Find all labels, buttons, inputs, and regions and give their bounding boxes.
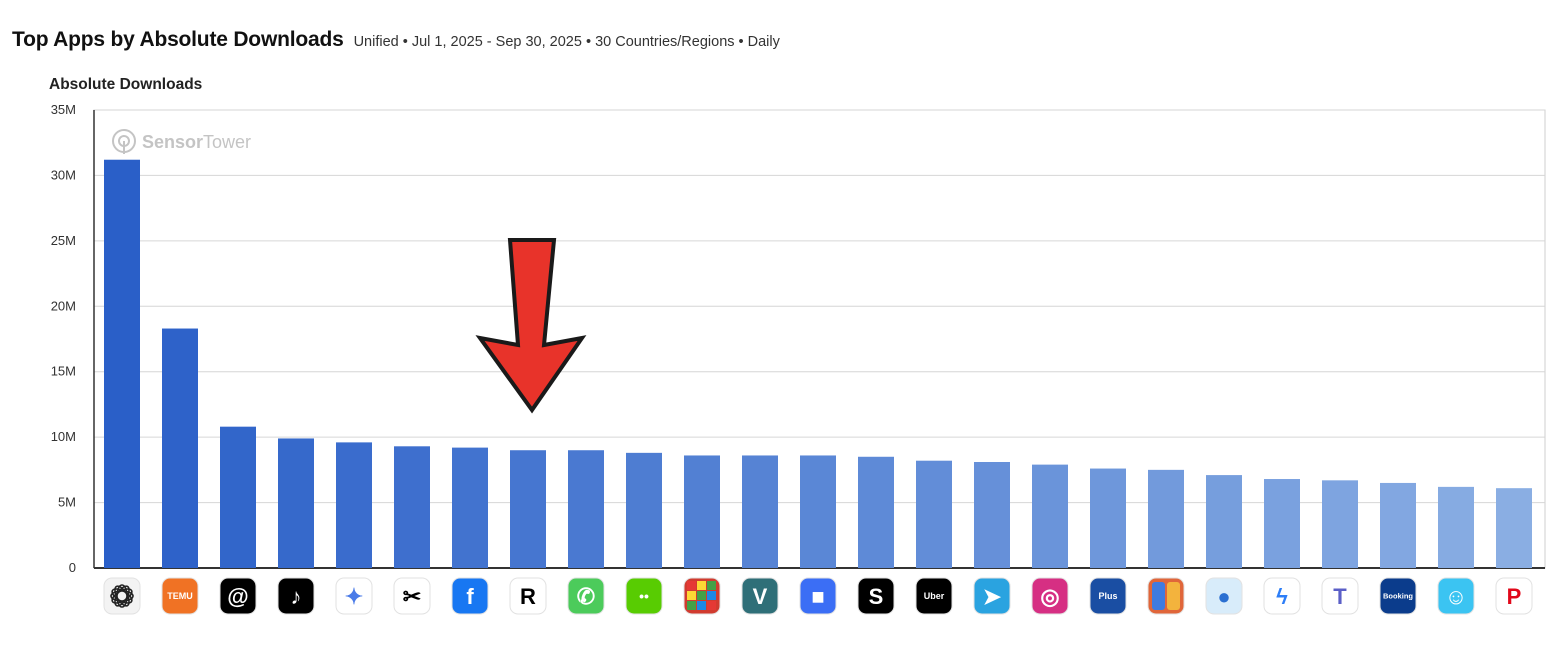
y-tick-label: 25M: [51, 233, 76, 248]
chatgpt-icon[interactable]: [103, 577, 141, 615]
bar-pinterest[interactable]: [1496, 488, 1532, 568]
shein-icon[interactable]: S: [857, 577, 895, 615]
y-tick-label: 10M: [51, 429, 76, 444]
svg-text:TEMU: TEMU: [167, 591, 193, 601]
chart-title: Top Apps by Absolute Downloads: [12, 28, 344, 51]
svg-text:✦: ✦: [345, 584, 363, 609]
rork-icon[interactable]: R: [509, 577, 547, 615]
y-tick-label: 20M: [51, 298, 76, 313]
chart-subtitle: Unified • Jul 1, 2025 - Sep 30, 2025 • 3…: [353, 34, 780, 50]
bar-royal-match[interactable]: [1148, 469, 1184, 568]
annotation-arrow: [475, 238, 587, 414]
svg-text:••: ••: [639, 588, 649, 604]
y-axis-title: Absolute Downloads: [49, 76, 203, 93]
y-tick-label: 5M: [58, 495, 76, 510]
venmo-icon[interactable]: V: [741, 577, 779, 615]
svg-text:➤: ➤: [983, 584, 1002, 609]
threads-icon[interactable]: @: [219, 577, 257, 615]
y-tick-label: 15M: [51, 364, 76, 379]
bar-capcut[interactable]: [394, 446, 430, 568]
y-tick-label: 30M: [51, 167, 76, 182]
royal-match-icon[interactable]: [1147, 577, 1185, 615]
svg-text:f: f: [466, 584, 474, 609]
booking-icon[interactable]: Booking: [1379, 577, 1417, 615]
bar-threads[interactable]: [220, 426, 256, 568]
messenger-icon[interactable]: ϟ: [1263, 577, 1301, 615]
svg-text:V: V: [753, 584, 768, 609]
bar-lidl-plus[interactable]: [1090, 468, 1126, 568]
bar-shein[interactable]: [858, 456, 894, 568]
svg-text:♪: ♪: [291, 584, 302, 609]
waze-icon[interactable]: ☺: [1437, 577, 1475, 615]
lidl-plus-icon[interactable]: Plus: [1089, 577, 1127, 615]
bar-instagram[interactable]: [1032, 464, 1068, 568]
svg-text:@: @: [227, 584, 248, 609]
bar-chatgpt[interactable]: [104, 159, 140, 568]
block-blast-icon[interactable]: [683, 577, 721, 615]
bar-venmo[interactable]: [742, 455, 778, 568]
svg-text:✆: ✆: [577, 584, 595, 609]
svg-text:R: R: [520, 584, 536, 609]
instagram-icon[interactable]: ◎: [1031, 577, 1069, 615]
bar-facebook[interactable]: [452, 447, 488, 568]
svg-text:Plus: Plus: [1098, 591, 1117, 601]
bar-jumia[interactable]: [1206, 475, 1242, 568]
gemini-icon[interactable]: ✦: [335, 577, 373, 615]
jumia-icon[interactable]: ●: [1205, 577, 1243, 615]
y-tick-label: 35M: [51, 102, 76, 117]
sensor-tower-watermark: SensorTower: [112, 129, 251, 154]
facebook-icon[interactable]: f: [451, 577, 489, 615]
bar-block-blast[interactable]: [684, 455, 720, 568]
svg-text:P: P: [1507, 584, 1522, 609]
bar-telegram[interactable]: [974, 462, 1010, 568]
bar-rork[interactable]: [510, 450, 546, 568]
bar-roblox[interactable]: [800, 455, 836, 568]
svg-text:Uber: Uber: [924, 591, 945, 601]
bar-uber[interactable]: [916, 460, 952, 568]
bar-temu[interactable]: [162, 328, 198, 568]
bar-booking[interactable]: [1380, 482, 1416, 568]
svg-text:S: S: [869, 584, 884, 609]
whatsapp-icon[interactable]: ✆: [567, 577, 605, 615]
svg-text:■: ■: [811, 584, 824, 609]
svg-text:◎: ◎: [1040, 584, 1059, 609]
temu-icon[interactable]: TEMU: [161, 577, 199, 615]
tiktok-icon[interactable]: ♪: [277, 577, 315, 615]
pinterest-icon[interactable]: P: [1495, 577, 1533, 615]
bar-messenger[interactable]: [1264, 479, 1300, 568]
y-tick-label: 0: [69, 560, 76, 575]
watermark-text: SensorTower: [142, 132, 251, 152]
uber-icon[interactable]: Uber: [915, 577, 953, 615]
bar-whatsapp[interactable]: [568, 450, 604, 568]
svg-text:✂: ✂: [403, 584, 421, 609]
bar-microsoft-teams[interactable]: [1322, 480, 1358, 568]
roblox-icon[interactable]: ■: [799, 577, 837, 615]
telegram-icon[interactable]: ➤: [973, 577, 1011, 615]
microsoft-teams-icon[interactable]: T: [1321, 577, 1359, 615]
bar-waze[interactable]: [1438, 486, 1474, 568]
bar-tiktok[interactable]: [278, 438, 314, 568]
duolingo-icon[interactable]: ••: [625, 577, 663, 615]
svg-text:●: ●: [1217, 584, 1230, 609]
bar-duolingo[interactable]: [626, 452, 662, 568]
svg-text:T: T: [1333, 584, 1347, 609]
svg-text:☺: ☺: [1445, 584, 1467, 609]
svg-text:Booking: Booking: [1383, 592, 1413, 601]
chart-header: Top Apps by Absolute Downloads Unified •…: [12, 28, 780, 52]
svg-text:ϟ: ϟ: [1276, 584, 1288, 609]
bar-gemini[interactable]: [336, 442, 372, 568]
capcut-icon[interactable]: ✂: [393, 577, 431, 615]
